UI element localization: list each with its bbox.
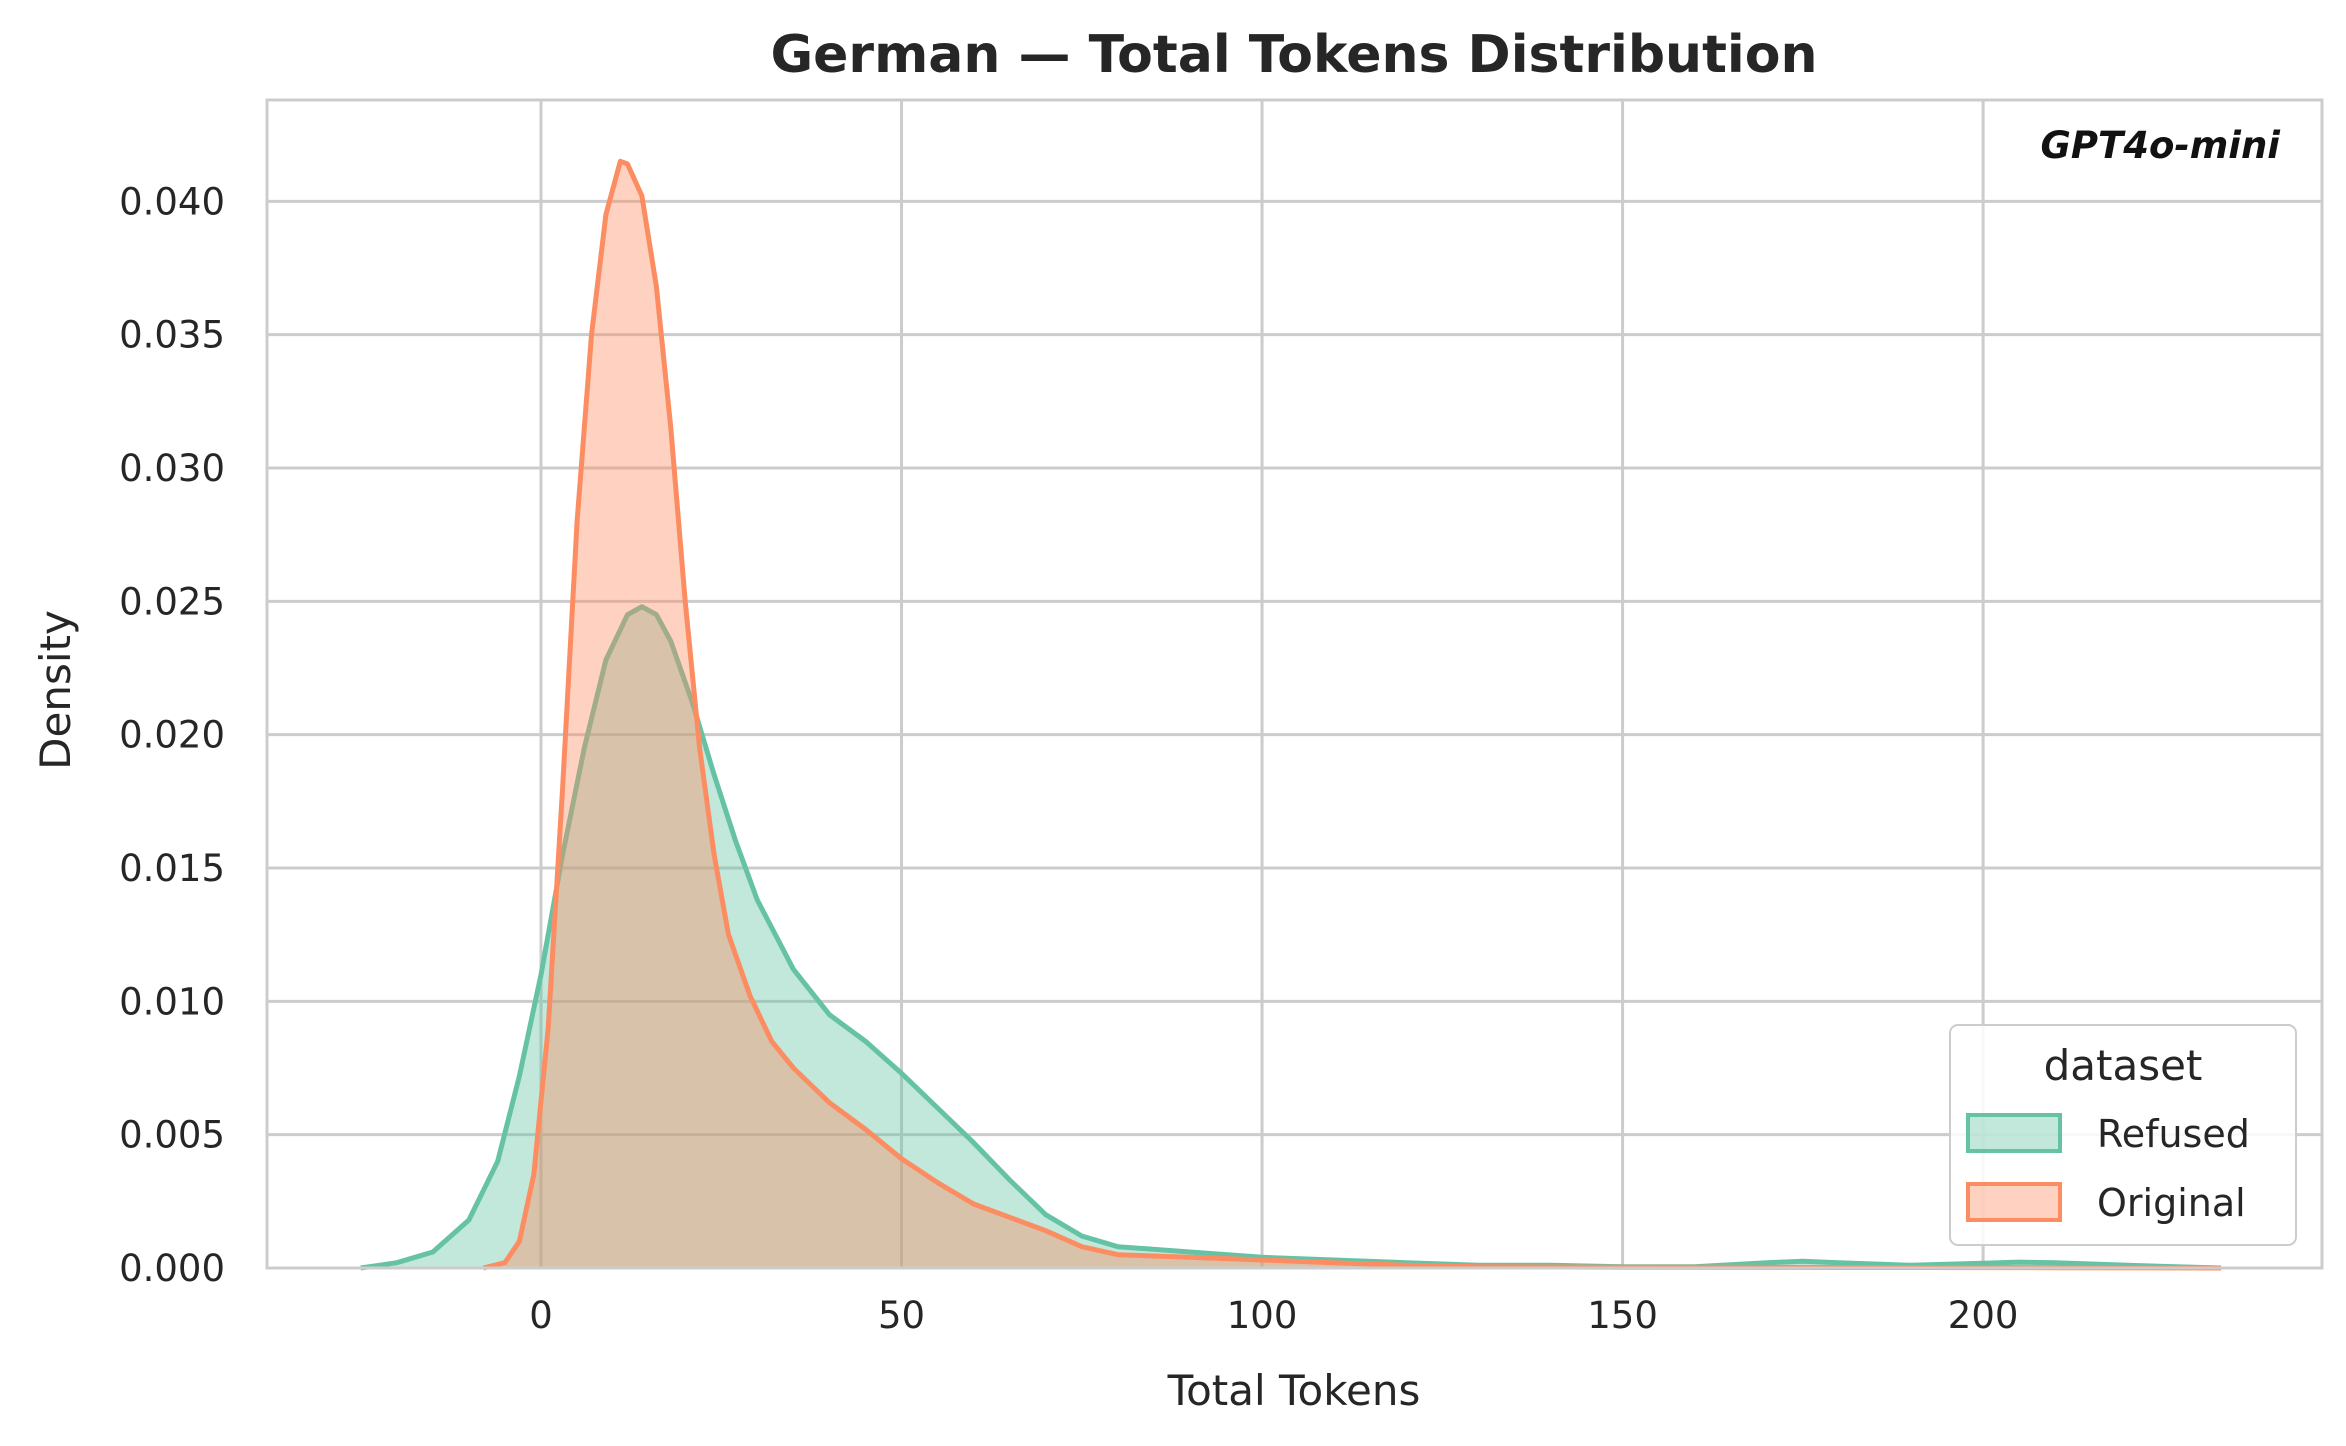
x-tick-label: 100 [1227, 1294, 1298, 1337]
x-tick-label: 50 [878, 1294, 925, 1337]
legend-box [1949, 1024, 2297, 1246]
x-axis: 0 50 100 150 200 [529, 1294, 2018, 1337]
y-tick-label: 0.030 [119, 447, 225, 490]
legend-label-refused: Refused [2097, 1112, 2250, 1156]
y-tick-label: 0.000 [119, 1247, 225, 1290]
series-layer [360, 158, 2222, 1271]
y-tick-label: 0.020 [119, 714, 225, 757]
legend-label-original: Original [2097, 1181, 2246, 1225]
x-tick-label: 0 [529, 1294, 553, 1337]
y-tick-label: 0.035 [119, 314, 225, 357]
y-axis: 0.000 0.005 0.010 0.015 0.020 0.025 0.030 0.035… [119, 180, 225, 1290]
legend-title: dataset [2044, 1041, 2203, 1090]
legend-swatch-refused [1966, 1113, 2062, 1153]
legend-swatch-original [1966, 1182, 2062, 1222]
series-line-refused [360, 604, 2222, 1271]
x-tick-label: 200 [1948, 1294, 2019, 1337]
x-tick-label: 150 [1587, 1294, 1658, 1337]
y-axis-label: Density [31, 610, 80, 770]
y-tick-label: 0.040 [119, 180, 225, 223]
model-annotation: GPT4o-mini [2040, 124, 2281, 167]
y-tick-label: 0.015 [119, 847, 225, 890]
series-area-original [483, 161, 2222, 1268]
legend: dataset Refused Original [1949, 1024, 2297, 1246]
series-line-original [482, 158, 2222, 1271]
y-tick-label: 0.005 [119, 1114, 225, 1157]
chart-title: German — Total Tokens Distribution [770, 25, 1817, 85]
plot-frame [265, 98, 2324, 1270]
x-axis-label: Total Tokens [1167, 1366, 1421, 1415]
y-tick-label: 0.010 [119, 980, 225, 1023]
y-tick-label: 0.025 [119, 580, 225, 623]
